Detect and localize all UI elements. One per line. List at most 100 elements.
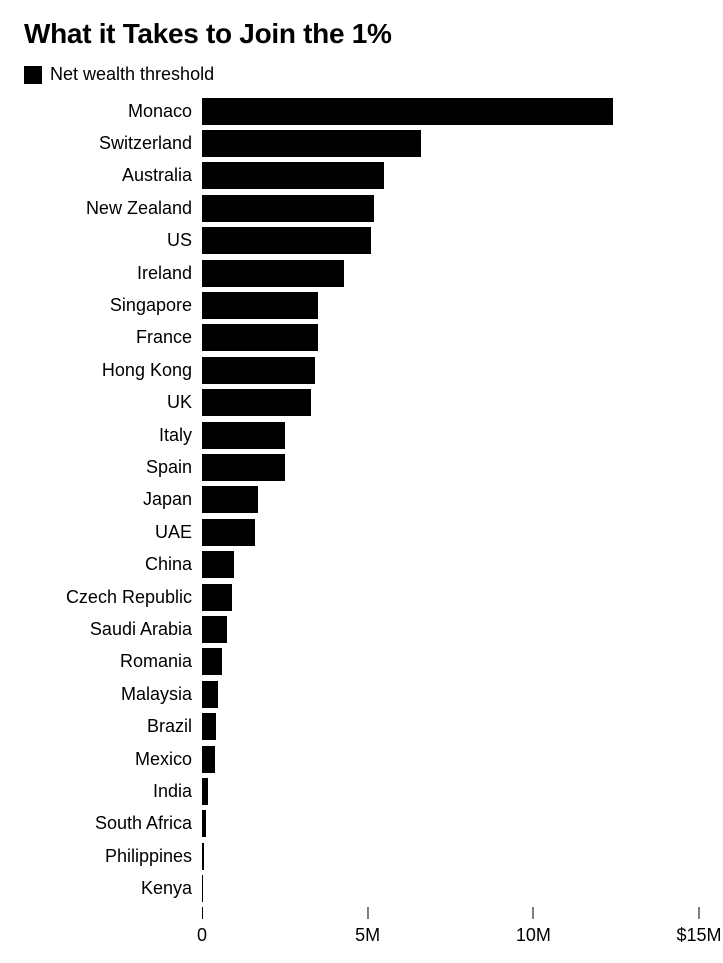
bar — [202, 292, 318, 319]
tick-mark-icon — [201, 907, 202, 919]
bar-row: Monaco — [24, 95, 699, 127]
x-tick-label: 5M — [355, 925, 380, 946]
bar-row: Australia — [24, 160, 699, 192]
bar — [202, 454, 285, 481]
bar-track — [202, 484, 699, 516]
bar — [202, 875, 203, 902]
category-label: Spain — [24, 457, 202, 478]
bar-row: Saudi Arabia — [24, 613, 699, 645]
bar-track — [202, 95, 699, 127]
bar-row: Philippines — [24, 840, 699, 872]
bar — [202, 130, 421, 157]
chart-plot-area: Monaco Switzerland Australia New Zealand US I… — [24, 95, 699, 905]
x-axis-track: 05M10M$15M — [202, 907, 699, 951]
bar-row: Mexico — [24, 743, 699, 775]
bar-row: India — [24, 775, 699, 807]
bar-track — [202, 192, 699, 224]
bar — [202, 357, 315, 384]
bar-track — [202, 808, 699, 840]
tick-mark-icon — [533, 907, 534, 919]
category-label: Romania — [24, 651, 202, 672]
bar-track — [202, 354, 699, 386]
category-label: Malaysia — [24, 684, 202, 705]
bar-row: France — [24, 322, 699, 354]
bar-track — [202, 516, 699, 548]
bar-row: Malaysia — [24, 678, 699, 710]
x-tick: 5M — [355, 907, 380, 946]
bar — [202, 519, 255, 546]
tick-mark-icon — [367, 907, 368, 919]
bar-row: Switzerland — [24, 127, 699, 159]
bar-track — [202, 451, 699, 483]
bar-row: US — [24, 225, 699, 257]
category-label: Ireland — [24, 263, 202, 284]
bar-track — [202, 160, 699, 192]
bar-track — [202, 581, 699, 613]
bar-row: New Zealand — [24, 192, 699, 224]
bar — [202, 810, 206, 837]
bar-track — [202, 678, 699, 710]
category-label: Switzerland — [24, 133, 202, 154]
x-axis: 05M10M$15M — [24, 907, 699, 951]
category-label: India — [24, 781, 202, 802]
bar-row: UAE — [24, 516, 699, 548]
bar-track — [202, 289, 699, 321]
bar — [202, 616, 227, 643]
category-label: UAE — [24, 522, 202, 543]
bar — [202, 648, 222, 675]
bar — [202, 713, 216, 740]
bar — [202, 389, 311, 416]
x-tick-label: 0 — [197, 925, 207, 946]
category-label: Czech Republic — [24, 587, 202, 608]
bar-track — [202, 743, 699, 775]
bar-track — [202, 840, 699, 872]
bar-row: Japan — [24, 484, 699, 516]
bar — [202, 195, 374, 222]
bar — [202, 422, 285, 449]
bar — [202, 486, 258, 513]
category-label: Hong Kong — [24, 360, 202, 381]
category-label: US — [24, 230, 202, 251]
bar-row: Spain — [24, 451, 699, 483]
bar — [202, 324, 318, 351]
category-label: Kenya — [24, 878, 202, 899]
x-tick: 0 — [197, 907, 207, 946]
tick-mark-icon — [699, 907, 700, 919]
bar — [202, 551, 234, 578]
x-tick-label: $15M — [676, 925, 721, 946]
category-label: Saudi Arabia — [24, 619, 202, 640]
legend-swatch-icon — [24, 66, 42, 84]
bar — [202, 98, 613, 125]
category-label: UK — [24, 392, 202, 413]
bar-row: Kenya — [24, 872, 699, 904]
bar-row: Italy — [24, 419, 699, 451]
bar-track — [202, 613, 699, 645]
bar-track — [202, 646, 699, 678]
legend-label: Net wealth threshold — [50, 64, 214, 85]
bar — [202, 260, 344, 287]
bar-track — [202, 225, 699, 257]
bar-row: Czech Republic — [24, 581, 699, 613]
bar-row: China — [24, 548, 699, 580]
category-label: France — [24, 327, 202, 348]
x-tick: 10M — [516, 907, 551, 946]
x-tick: $15M — [676, 907, 721, 946]
bar-row: Hong Kong — [24, 354, 699, 386]
bar-row: Romania — [24, 646, 699, 678]
category-label: Monaco — [24, 101, 202, 122]
bar-track — [202, 127, 699, 159]
axis-spacer — [24, 907, 202, 951]
category-label: Mexico — [24, 749, 202, 770]
bar — [202, 746, 215, 773]
category-label: Italy — [24, 425, 202, 446]
bar-row: Brazil — [24, 710, 699, 742]
bar-track — [202, 419, 699, 451]
bar-row: South Africa — [24, 808, 699, 840]
category-label: Australia — [24, 165, 202, 186]
bar-track — [202, 872, 699, 904]
chart-title: What it Takes to Join the 1% — [24, 18, 699, 50]
bar-track — [202, 775, 699, 807]
bar-track — [202, 257, 699, 289]
bar — [202, 778, 208, 805]
category-label: South Africa — [24, 813, 202, 834]
